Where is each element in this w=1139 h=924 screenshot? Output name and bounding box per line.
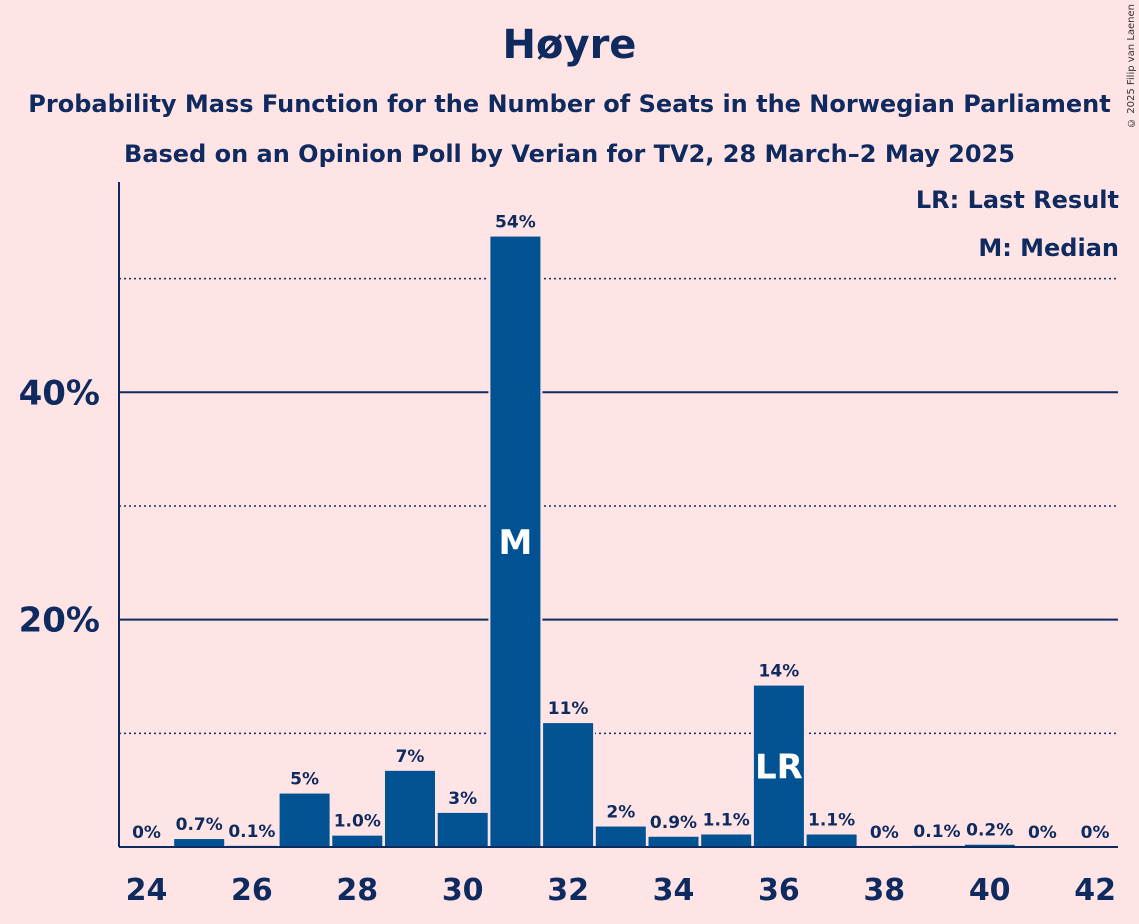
bar-seat-25	[174, 839, 225, 847]
x-tick-label-30: 30	[442, 873, 484, 908]
x-tick-label-36: 36	[758, 873, 800, 908]
x-tick-label-26: 26	[231, 873, 273, 908]
last-result-marker: LR	[755, 747, 803, 787]
bar-seat-29	[385, 770, 435, 847]
data-label-seat-28: 1.0%	[334, 812, 381, 832]
y-tick-label-20: 20%	[19, 601, 100, 641]
data-label-seat-34: 0.9%	[650, 813, 697, 833]
data-label-seat-39: 0.1%	[913, 822, 960, 842]
data-label-seat-26: 0.1%	[228, 822, 275, 842]
x-tick-label-40: 40	[969, 873, 1011, 908]
data-label-seat-32: 11%	[548, 699, 589, 719]
data-label-seat-27: 5%	[290, 770, 319, 790]
bars	[172, 236, 1017, 848]
bar-seat-34	[648, 836, 699, 847]
legend-last-result: LR: Last Result	[915, 186, 1119, 214]
median-marker: M	[498, 523, 532, 563]
data-labels: 0% 0.7% 0.1%5%1.0%7%3%54%M11%2%0.9% 1.1%14%…	[132, 213, 1109, 843]
bar-seat-36	[753, 685, 804, 847]
legend-median: M: Median	[978, 234, 1119, 262]
chart-subtitle-1: Probability Mass Function for the Number…	[28, 90, 1111, 118]
data-label-seat-29: 7%	[396, 747, 425, 767]
bar-seat-31	[490, 236, 541, 848]
data-label-seat-41: 0%	[1028, 823, 1057, 843]
data-label-seat-31: 54%	[495, 213, 536, 233]
x-tick-label-34: 34	[653, 873, 695, 908]
x-tick-label-32: 32	[547, 873, 589, 908]
bar-seat-28	[332, 835, 383, 847]
bar-seat-32	[543, 723, 594, 847]
data-label-seat-42: 0%	[1081, 823, 1110, 843]
x-tick-label-42: 42	[1074, 873, 1116, 908]
axes: 20% 40% 24 26 28 30 32 34 36 38 40 42	[19, 182, 1118, 908]
data-label-seat-30: 3%	[448, 789, 477, 809]
bar-seat-33	[595, 826, 646, 847]
bar-seat-30	[437, 812, 488, 847]
y-tick-label-40: 40%	[19, 373, 100, 413]
x-tick-label-24: 24	[126, 873, 168, 908]
bar-seat-40	[964, 844, 1015, 847]
data-label-seat-37: 1.1%	[808, 810, 855, 830]
data-label-seat-36: 14%	[759, 662, 800, 682]
gridlines	[119, 277, 1118, 735]
data-label-seat-24: 0%	[132, 823, 161, 843]
chart-subtitle-2: Based on an Opinion Poll by Verian for T…	[124, 140, 1015, 168]
data-label-seat-33: 2%	[606, 803, 635, 823]
x-tick-label-28: 28	[336, 873, 378, 908]
bar-seat-27	[279, 793, 330, 847]
x-tick-label-38: 38	[863, 873, 905, 908]
bar-seat-37	[806, 834, 857, 847]
data-label-seat-25: 0.7%	[176, 815, 223, 835]
copyright-notice: © 2025 Filip van Laenen	[1126, 4, 1137, 128]
data-label-seat-40: 0.2%	[966, 821, 1013, 841]
data-label-seat-38: 0%	[870, 823, 899, 843]
bar-seat-35	[701, 834, 752, 847]
chart-title: Høyre	[502, 22, 637, 68]
data-label-seat-35: 1.1%	[703, 810, 750, 830]
